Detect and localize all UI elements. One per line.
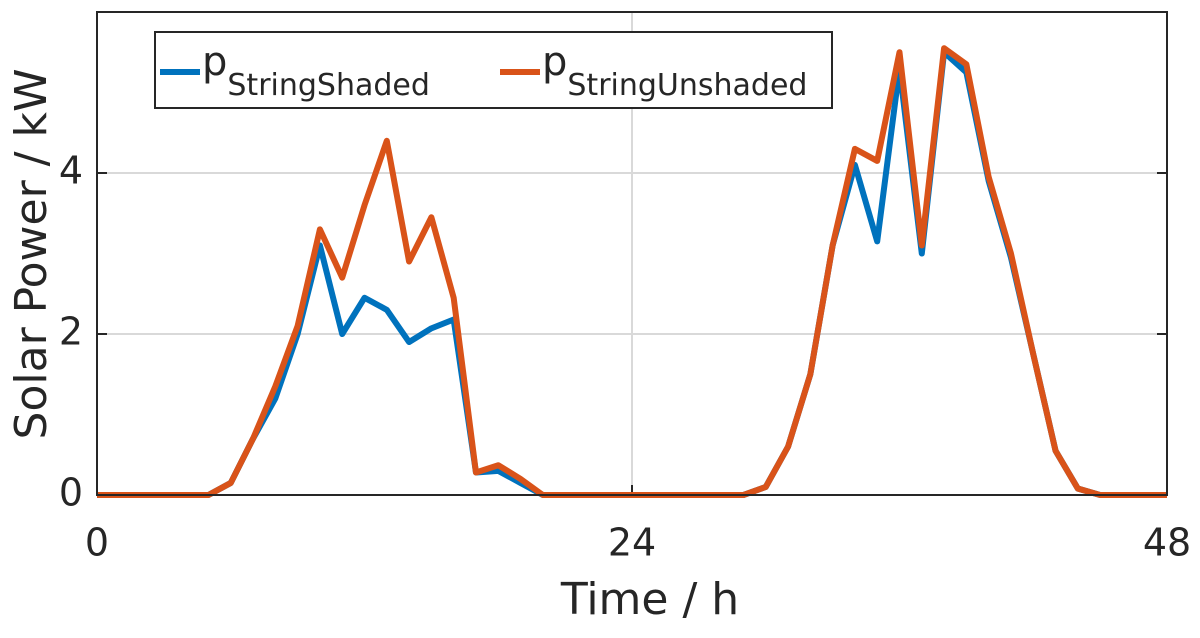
y-tick-label: 2 [59, 310, 83, 354]
legend-label: pStringUnshaded [542, 39, 807, 103]
legend-label: pStringShaded [202, 39, 430, 103]
x-tick-label: 0 [85, 521, 109, 565]
x-axis-label: Time / h [560, 574, 739, 625]
legend-box [154, 31, 833, 109]
y-tick-label: 0 [59, 471, 83, 515]
x-tick-label: 24 [608, 521, 656, 565]
y-tick-label: 4 [59, 149, 83, 193]
y-axis-label: Solar Power / kW [6, 69, 57, 440]
plot-frame [96, 11, 1168, 496]
x-tick-label: 48 [1143, 521, 1191, 565]
